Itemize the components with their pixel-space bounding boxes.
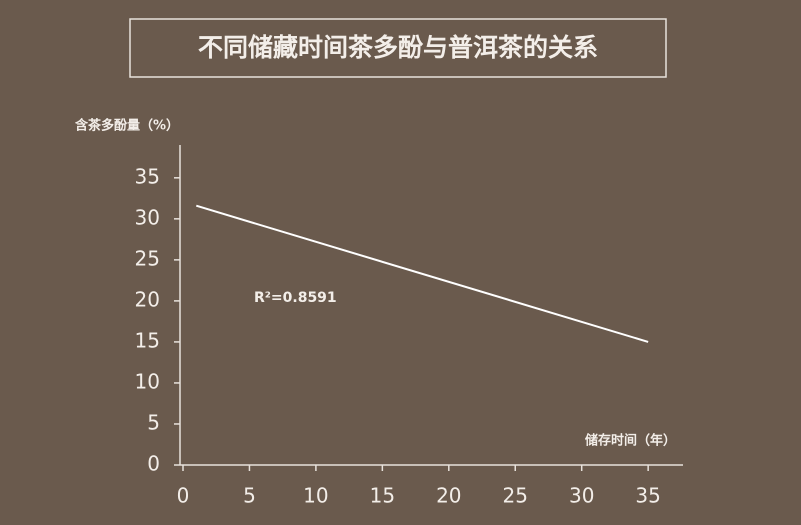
y-tick-label: 15 xyxy=(135,328,160,352)
y-tick-label: 35 xyxy=(135,164,160,188)
y-tick-label: 5 xyxy=(147,410,160,434)
annotation: R²=0.8591 xyxy=(254,290,337,306)
x-tick-label: 15 xyxy=(370,484,395,508)
x-tick-label: 30 xyxy=(569,484,594,508)
x-tick-label: 20 xyxy=(436,484,461,508)
x-tick-label: 10 xyxy=(303,484,328,508)
x-tick-label: 25 xyxy=(503,484,528,508)
x-tick-label: 35 xyxy=(635,484,660,508)
y-axis-label: 含茶多酚量（%） xyxy=(74,118,179,134)
chart-title: 不同储藏时间茶多酚与普洱茶的关系 xyxy=(198,33,598,62)
line xyxy=(196,204,649,343)
y-tick-label: 25 xyxy=(135,246,160,270)
y-tick-label: 10 xyxy=(135,369,160,393)
y-tick-label: 30 xyxy=(135,205,160,229)
x-tick-label: 0 xyxy=(177,484,190,508)
x-axis-label: 储存时间（年） xyxy=(584,433,676,449)
y-tick-label: 0 xyxy=(147,452,160,476)
y-tick-label: 20 xyxy=(135,287,160,311)
x-tick-label: 5 xyxy=(243,484,256,508)
title-box xyxy=(129,18,667,78)
